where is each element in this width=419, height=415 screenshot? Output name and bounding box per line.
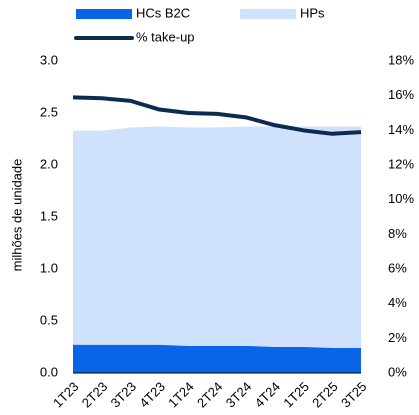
x-tick-label: 3T25: [338, 379, 370, 411]
y2-tick-label: 16%: [388, 87, 414, 102]
y-tick-label: 1.5: [40, 208, 58, 223]
x-tick-label: 4T24: [252, 379, 284, 411]
x-tick-label: 1T23: [50, 379, 82, 411]
x-tick-label: 2T24: [194, 379, 226, 411]
legend-label: HPs: [300, 5, 325, 20]
y-tick-label: 0.5: [40, 312, 58, 327]
y2-tick-label: 0%: [388, 364, 407, 379]
legend-swatch: [240, 9, 296, 19]
y-tick-label: 2.0: [40, 156, 58, 171]
x-tick-label: 3T23: [108, 379, 140, 411]
y-tick-label: 1.0: [40, 260, 58, 275]
y2-tick-label: 12%: [388, 156, 414, 171]
y2-tick-label: 8%: [388, 226, 407, 241]
y-tick-label: 0.0: [40, 364, 58, 379]
legend-label: HCs B2C: [136, 5, 190, 20]
area: [73, 126, 361, 374]
x-tick-label: 3T24: [223, 379, 255, 411]
x-tick-label: 1T25: [280, 379, 312, 411]
y2-tick-label: 4%: [388, 295, 407, 310]
x-tick-label: 2T23: [79, 379, 111, 411]
y-axis-label: milhões de unidade: [9, 159, 24, 272]
area: [73, 344, 361, 373]
legend-label: % take-up: [136, 29, 195, 44]
y-tick-label: 2.5: [40, 104, 58, 119]
x-tick-label: 4T23: [136, 379, 168, 411]
take-up-line: [72, 95, 362, 136]
x-tick-label: 2T25: [309, 379, 341, 411]
y2-tick-label: 18%: [388, 52, 414, 67]
y2-tick-label: 6%: [388, 260, 407, 275]
x-tick-label: 1T24: [165, 379, 197, 411]
y-tick-label: 3.0: [40, 52, 58, 67]
y2-tick-label: 14%: [388, 122, 414, 137]
y2-tick-label: 10%: [388, 191, 414, 206]
y2-tick-label: 2%: [388, 330, 407, 345]
legend-swatch: [76, 9, 132, 19]
